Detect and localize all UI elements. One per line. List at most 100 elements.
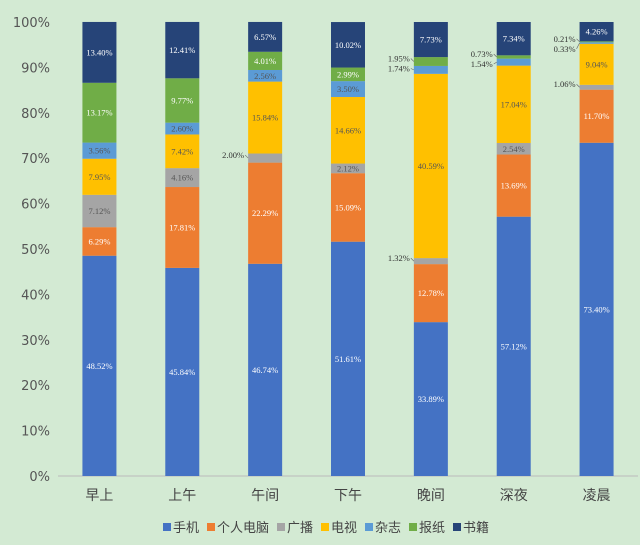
bar-segment: [413, 57, 448, 66]
bar-segment: [165, 78, 200, 123]
legend-item[interactable]: 杂志: [365, 521, 401, 536]
data-label: 4.16%: [171, 173, 193, 183]
bar-segment: [496, 58, 531, 66]
y-tick-label: 50%: [21, 243, 50, 258]
bar-segment: [496, 216, 531, 476]
bar-segment: [413, 258, 448, 265]
bar-segment: [248, 81, 283, 154]
data-label: 15.09%: [335, 202, 361, 212]
data-label: 2.56%: [254, 71, 276, 81]
y-tick-label: 20%: [21, 379, 50, 394]
legend-item[interactable]: 手机: [163, 521, 199, 536]
bar-segment: [165, 122, 200, 135]
data-label: 0.33%: [554, 44, 576, 54]
data-label: 57.12%: [501, 341, 527, 351]
data-label: 0.73%: [471, 49, 493, 59]
y-tick-label: 30%: [21, 334, 50, 349]
label-leader-line: [493, 53, 497, 58]
legend-swatch: [453, 523, 461, 531]
bar-stack: 48.52% 6.29% 7.12% 7.95% 3.56% 13.17% 13.40%: [82, 21, 117, 476]
data-label: 1.54%: [471, 59, 493, 69]
legend-item[interactable]: 广播: [277, 521, 313, 536]
bar-segment: [248, 51, 283, 70]
bar-segment: [579, 43, 614, 85]
x-tick-label: 下午: [334, 488, 362, 504]
bar-stack: 73.40% 11.70% 9.04% 4.26% 0.21%0.33% 1.06%: [554, 22, 614, 477]
legend-swatch: [409, 523, 417, 531]
bar-segment: [413, 73, 448, 259]
data-label: 2.54%: [503, 144, 525, 154]
data-label: 17.81%: [169, 222, 195, 232]
bar-stack: 57.12% 13.69% 2.54% 17.04% 7.34% 0.73%1.54%: [471, 22, 531, 476]
data-label: 10.02%: [335, 40, 361, 50]
y-tick-label: 10%: [21, 425, 50, 440]
legend-swatch: [365, 523, 373, 531]
legend-label: 手机: [173, 521, 199, 536]
x-tick-label: 深夜: [500, 488, 528, 504]
data-label: 7.95%: [88, 172, 110, 182]
bar-segment: [331, 97, 365, 164]
legend-label: 杂志: [375, 521, 401, 536]
x-tick-label: 午间: [251, 488, 279, 504]
bar-segment: [248, 162, 283, 264]
bar-stack: 33.89% 12.78% 40.59% 7.73% 1.95%1.74% 1.32%: [388, 22, 448, 476]
bar-segment: [165, 267, 200, 476]
legend-swatch: [321, 523, 329, 531]
bar-segment: [82, 142, 117, 159]
label-leader-line: [410, 68, 414, 71]
data-label: 12.78%: [418, 288, 444, 298]
label-leader-line: [410, 58, 415, 62]
bar-segment: [165, 187, 200, 268]
bar-segment: [82, 21, 117, 83]
data-label: 9.04%: [586, 59, 608, 69]
bar-segment: [579, 142, 614, 477]
y-tick-label: 70%: [21, 152, 50, 167]
legend-item[interactable]: 报纸: [409, 521, 445, 536]
bar-segment: [579, 22, 614, 42]
legend-item[interactable]: 个人电脑: [207, 521, 269, 536]
label-leader-line: [493, 61, 497, 65]
y-tick-label: 90%: [21, 61, 50, 76]
data-label: 1.32%: [388, 253, 410, 263]
bar-segment: [165, 168, 200, 188]
bar-segment: [413, 264, 448, 323]
bar-segment: [165, 21, 200, 79]
data-label: 13.69%: [501, 181, 527, 191]
bar-segment: [413, 322, 448, 476]
legend-label: 电视: [331, 521, 357, 536]
data-label: 7.42%: [171, 146, 193, 156]
legend-swatch: [163, 523, 171, 531]
legend-item[interactable]: 书籍: [453, 520, 489, 536]
data-label: 1.06%: [554, 79, 576, 89]
data-label: 7.12%: [88, 206, 110, 216]
legend-swatch: [277, 523, 285, 531]
y-tick-label: 80%: [21, 107, 50, 122]
legend-item[interactable]: 电视: [321, 521, 357, 536]
data-label: 73.40%: [583, 304, 609, 314]
data-label: 45.84%: [169, 367, 195, 377]
bar-segment: [82, 158, 117, 195]
bar-segment: [496, 154, 531, 217]
bar-segment: [496, 142, 531, 155]
data-label: 11.70%: [584, 111, 610, 121]
bar-segment: [248, 263, 283, 476]
data-label: 2.99%: [337, 69, 359, 79]
bar-segment: [579, 84, 614, 90]
label-leader-line: [576, 42, 580, 49]
x-tick-label: 早上: [85, 488, 113, 504]
legend-label: 报纸: [419, 521, 445, 536]
y-tick-label: 60%: [21, 198, 50, 213]
x-tick-label: 晚间: [417, 488, 445, 504]
bar-stack: 51.61% 15.09% 2.12% 14.66% 3.50% 2.99% 10.02%: [331, 22, 365, 476]
bar-stack: 45.84% 17.81% 4.16% 7.42% 2.60% 9.77% 12.41%: [165, 21, 200, 476]
data-label: 2.60%: [171, 124, 193, 134]
label-leader-line: [410, 257, 415, 262]
data-label: 12.41%: [169, 45, 195, 55]
data-label: 3.56%: [88, 146, 110, 156]
data-label: 13.17%: [86, 108, 112, 118]
label-leader-line: [244, 154, 249, 159]
data-label: 1.95%: [388, 54, 410, 64]
bar-segment: [248, 69, 283, 82]
y-tick-label: 40%: [21, 288, 50, 303]
data-label: 17.04%: [501, 99, 527, 109]
